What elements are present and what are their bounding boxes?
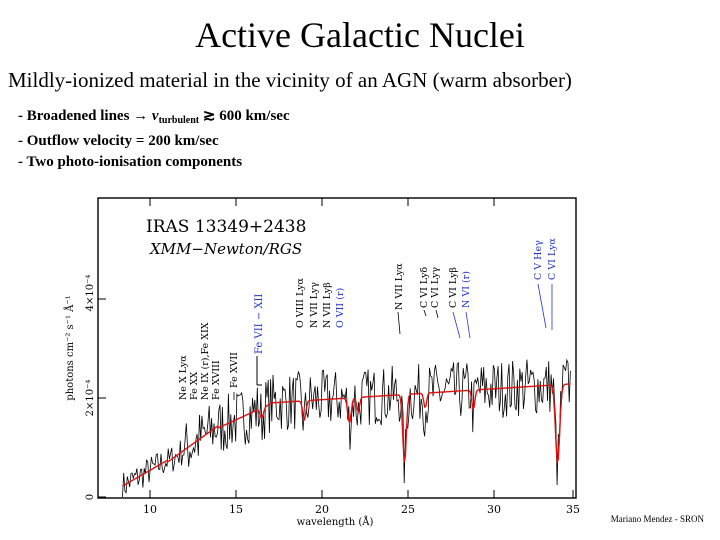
line-id-pointers <box>233 309 439 400</box>
x-tick-label: 10 <box>143 503 157 516</box>
line-id: N VII Lyγ <box>309 282 320 328</box>
line-id: Ne IX (r),Fe XIX <box>200 322 211 400</box>
y-tick-label: 4×10⁻⁴ <box>85 275 96 312</box>
x-axis-label: wavelength (Å) <box>297 516 374 528</box>
x-tick-label: 30 <box>487 503 501 516</box>
y-tick-label: 2×10⁻⁴ <box>85 380 96 417</box>
x-tick-label: 15 <box>229 503 243 516</box>
spectrum-plot: IRAS 13349+2438 XMM−Newton/RGS 10 15 20 … <box>64 197 580 528</box>
line-id: C VI Lyδ <box>419 267 430 308</box>
line-id: Fe XVII <box>229 352 240 388</box>
line-id: Ne X Lyα <box>178 355 189 400</box>
y-tick-marks <box>98 298 106 498</box>
x-tick-marks <box>149 198 574 498</box>
x-tick-label: 25 <box>401 503 415 516</box>
author-credit: Mariano Mendez - SRON <box>610 514 704 524</box>
target-name: IRAS 13349+2438 <box>146 217 306 237</box>
line-id: O VIII Lyα <box>295 278 306 328</box>
line-id: Fe XVIII <box>211 360 222 400</box>
line-id: Fe XX <box>189 372 200 400</box>
bullet-outflow-velocity: - Outflow velocity = 200 km/sec <box>18 133 219 149</box>
bullet-list: - Broadened lines → vturbulent ≳ 600 km/… <box>18 106 290 173</box>
line-id: N VII Lyα <box>394 263 405 310</box>
line-id: C VI Lyβ <box>448 267 459 308</box>
plot-frame <box>97 197 577 499</box>
observed-spectrum <box>122 358 571 498</box>
x-tick-label: 20 <box>315 503 329 516</box>
line-id: C V Heγ <box>533 240 544 280</box>
fe-uta-label: Fe VII − XII <box>254 294 265 354</box>
fe-uta-bracket <box>256 356 262 386</box>
y-axis-label: photons cm⁻² s⁻¹ Å⁻¹ <box>64 295 76 400</box>
line-id: O VII (r) <box>335 288 346 328</box>
line-id: N VII Lyβ <box>322 282 333 328</box>
y-tick-label: 0 <box>85 494 96 500</box>
line-id: C VI Lyγ <box>430 267 441 308</box>
bullet-photo-ionisation: - Two photo-ionisation components <box>18 154 243 170</box>
spectrum-figure: IRAS 13349+2438 XMM−Newton/RGS 10 15 20 … <box>60 188 600 535</box>
line-id: N VI (r) <box>461 271 472 308</box>
slide-title: Active Galactic Nuclei <box>195 15 525 55</box>
blue-line-pointers <box>452 283 553 339</box>
line-id: C VI Lyα <box>547 238 558 280</box>
model-spectrum <box>122 383 571 487</box>
x-tick-label: 35 <box>566 503 580 516</box>
slide-subtitle: Mildly-ionized material in the vicinity … <box>8 68 572 92</box>
instrument-name: XMM−Newton/RGS <box>149 240 302 258</box>
bullet-broadened-lines: - Broadened lines → vturbulent ≳ 600 km/… <box>18 108 290 126</box>
arrow-icon: → <box>133 108 149 124</box>
